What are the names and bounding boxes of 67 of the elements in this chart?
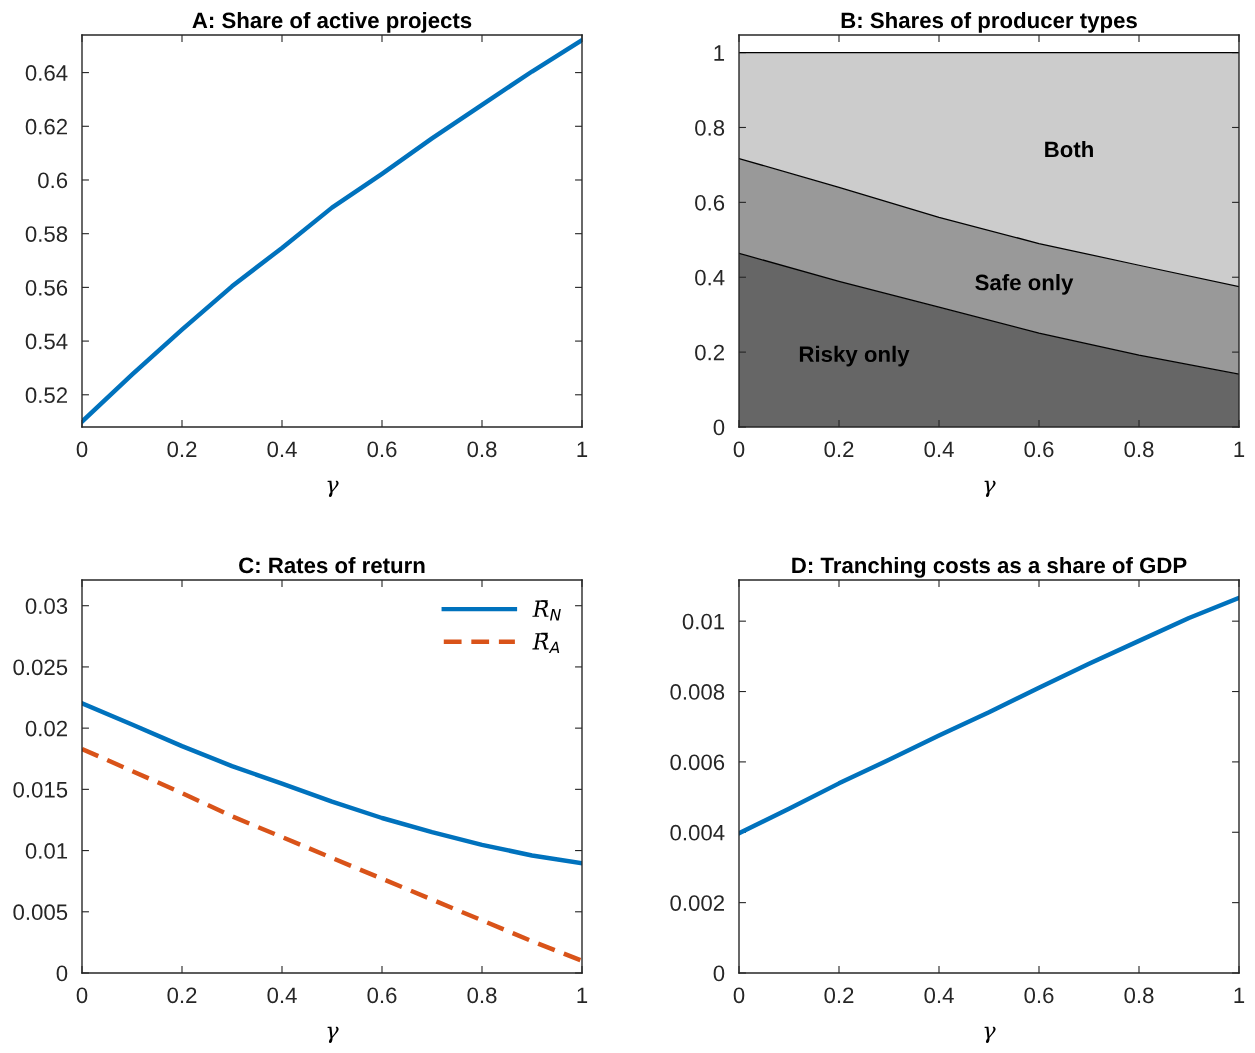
y-tick-label: 0.52 bbox=[25, 387, 67, 404]
x-tick-label: 0.8 bbox=[1124, 987, 1154, 1004]
y-tick-label: 0.56 bbox=[25, 279, 68, 296]
x-tick-label: 0.6 bbox=[1024, 987, 1054, 1004]
line-series bbox=[82, 746, 582, 963]
x-tick-label: 1 bbox=[1234, 987, 1245, 1003]
y-tick-label: 0.4 bbox=[695, 269, 725, 286]
x-tick-label: 0.2 bbox=[167, 441, 197, 458]
x-tick-label: 0 bbox=[76, 441, 88, 458]
x-tick-label: 1 bbox=[577, 441, 588, 457]
x-axis-title: γ bbox=[984, 480, 996, 497]
y-tick-label: 0.62 bbox=[25, 118, 67, 135]
x-tick-label: 0.4 bbox=[267, 441, 297, 458]
x-tick-label: 0.6 bbox=[1024, 441, 1054, 458]
y-tick-label: 0.025 bbox=[13, 659, 68, 676]
x-tick-label: 0.2 bbox=[824, 987, 854, 1004]
x-tick-label: 0.2 bbox=[824, 441, 854, 458]
y-tick-label: 0.015 bbox=[13, 781, 68, 798]
y-tick-label: 0.006 bbox=[670, 754, 725, 771]
y-tick-label: 0 bbox=[713, 419, 725, 436]
y-tick-label: 0.6 bbox=[695, 194, 725, 211]
x-tick-label: 0 bbox=[76, 987, 88, 1004]
x-axis-title: γ bbox=[327, 480, 339, 497]
y-tick-label: 0.002 bbox=[670, 895, 724, 911]
x-tick-label: 0.6 bbox=[367, 441, 397, 458]
x-tick-label: 1 bbox=[1234, 441, 1245, 457]
x-tick-label: 0.4 bbox=[267, 987, 297, 1004]
x-tick-label: 0.8 bbox=[467, 441, 497, 458]
y-tick-label: 0.004 bbox=[670, 824, 725, 841]
x-tick-label: 0.4 bbox=[924, 441, 954, 458]
chart-title: D: Tranching costs as a share of GDP bbox=[792, 556, 1187, 578]
y-tick-label: 0 bbox=[56, 965, 68, 982]
line-series bbox=[739, 595, 1239, 836]
legend-label: R̄$_{A}$ bbox=[532, 632, 560, 654]
y-tick-label: 0.02 bbox=[25, 720, 67, 737]
x-tick-label: 0 bbox=[733, 987, 745, 1004]
x-tick-label: 0.2 bbox=[167, 987, 197, 1004]
y-tick-label: 0.03 bbox=[25, 598, 68, 614]
legend-label: R̄$_{N}$ bbox=[532, 600, 561, 621]
chart-title: B: Shares of producer types bbox=[841, 11, 1137, 33]
y-tick-label: 0 bbox=[713, 965, 725, 982]
y-tick-label: 0.8 bbox=[695, 120, 725, 136]
line-series bbox=[82, 37, 582, 424]
x-axis-title: γ bbox=[984, 1026, 996, 1043]
y-tick-label: 0.01 bbox=[25, 843, 68, 859]
y-tick-label: 0.005 bbox=[13, 904, 68, 921]
y-tick-label: 0.54 bbox=[25, 333, 68, 350]
series-label: Safe only bbox=[975, 274, 1074, 295]
y-tick-label: 0.64 bbox=[25, 65, 68, 81]
x-tick-label: 0.6 bbox=[367, 987, 397, 1004]
chart-title: A: Share of active projects bbox=[192, 11, 472, 33]
x-tick-label: 0 bbox=[733, 441, 745, 458]
x-tick-label: 0.8 bbox=[467, 987, 497, 1004]
y-tick-label: 0.6 bbox=[38, 172, 68, 189]
x-tick-label: 1 bbox=[577, 987, 588, 1003]
y-tick-label: 0.008 bbox=[670, 684, 725, 700]
x-tick-label: 0.8 bbox=[1124, 441, 1154, 458]
chart-title: C: Rates of return bbox=[239, 556, 425, 574]
x-axis-title: γ bbox=[327, 1026, 339, 1043]
line-series bbox=[82, 701, 582, 866]
series-label: Risky only bbox=[799, 345, 910, 367]
series-label: Both bbox=[1045, 140, 1093, 158]
y-tick-label: 0.58 bbox=[25, 226, 68, 242]
y-tick-label: 0.2 bbox=[695, 344, 724, 361]
y-tick-label: 1 bbox=[714, 45, 725, 61]
x-tick-label: 0.4 bbox=[924, 987, 954, 1004]
y-tick-label: 0.01 bbox=[682, 613, 725, 630]
